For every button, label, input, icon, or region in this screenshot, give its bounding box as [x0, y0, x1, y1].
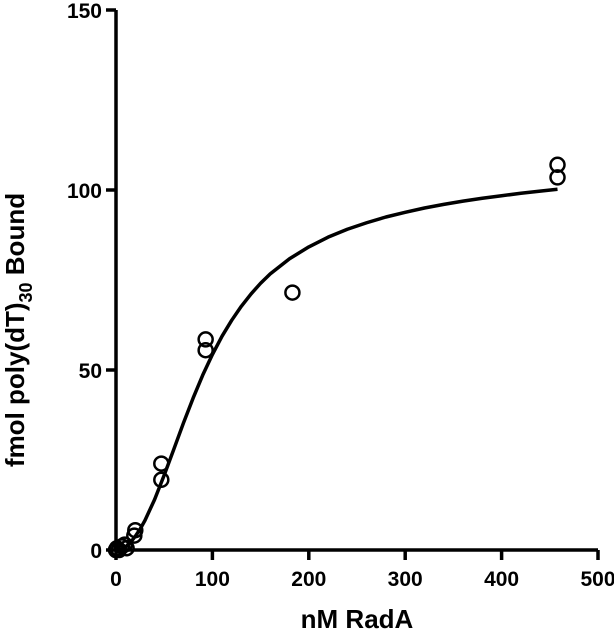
y-axis-title-suffix: Bound	[0, 193, 30, 283]
y-axis-ticks: 0 50 100 150	[67, 0, 116, 563]
data-point-marker	[153, 455, 170, 472]
data-point-marker	[197, 331, 214, 348]
fit-curve-line	[115, 187, 558, 552]
x-tick-label: 0	[110, 568, 122, 591]
data-point-marker	[549, 156, 566, 174]
y-tick-label: 50	[79, 360, 102, 383]
x-axis-title: nM RadA	[301, 604, 414, 634]
y-tick-label: 100	[67, 180, 102, 203]
x-axis-ticks: 0 100 200 300 400 500	[110, 550, 614, 591]
y-tick-label: 150	[67, 0, 102, 23]
x-tick-label: 100	[195, 568, 230, 591]
x-tick-label: 300	[388, 568, 423, 591]
data-points	[107, 156, 566, 559]
data-point-marker	[153, 471, 170, 489]
x-tick-label: 500	[580, 568, 614, 591]
y-axis-title: fmol poly(dT)30 Bound	[0, 193, 36, 467]
data-point-marker	[549, 169, 566, 186]
data-point-marker	[197, 341, 214, 359]
x-tick-label: 400	[484, 568, 519, 591]
data-point-marker	[284, 284, 301, 301]
x-tick-label: 200	[291, 568, 326, 591]
data-point-marker	[118, 539, 135, 557]
y-axis-title-main: fmol poly(dT)	[0, 302, 30, 467]
y-axis-title-subscript: 30	[16, 282, 36, 302]
data-point-marker	[127, 521, 144, 539]
y-tick-label: 0	[90, 540, 102, 563]
